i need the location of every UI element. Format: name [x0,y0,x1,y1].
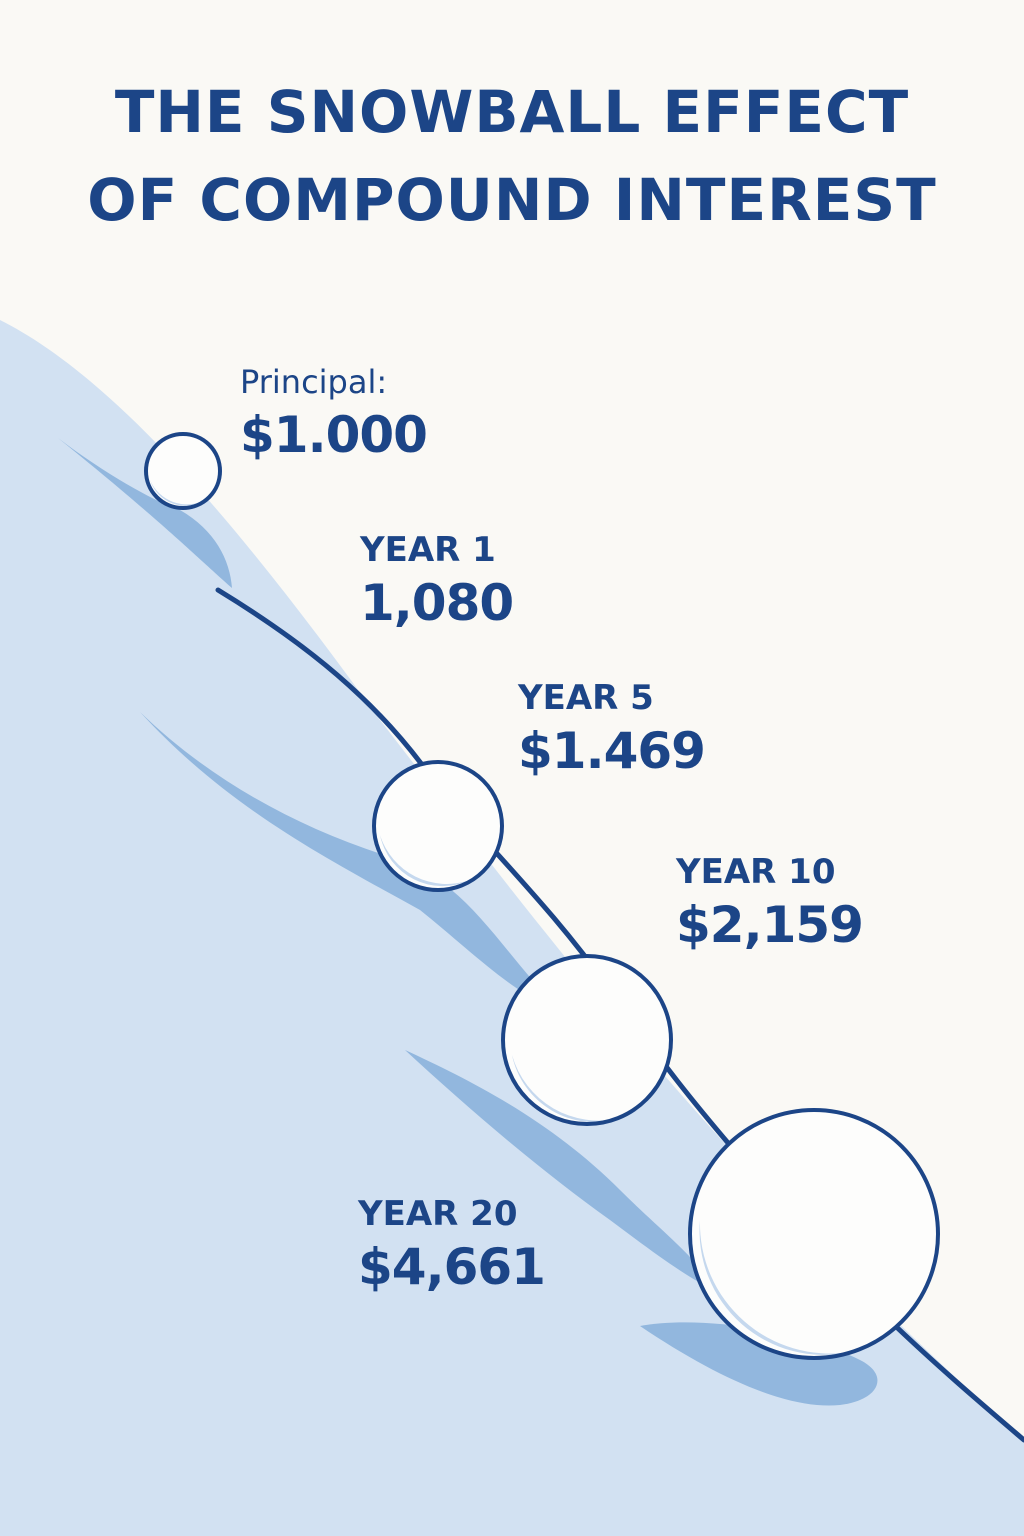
slope-shadow-streak [140,712,560,1010]
stage-value: $2,159 [676,896,864,954]
stage-caption: YEAR 1 [360,530,496,570]
stage-caption: YEAR 5 [518,678,654,718]
stage-value: $1.469 [518,722,706,780]
stage-label-year-10: YEAR 10 $2,159 [676,850,864,956]
stage-caption: YEAR 10 [676,852,836,892]
snowball-icon [501,954,673,1126]
snowball-icon [144,432,222,510]
stage-label-year-5: YEAR 5 $1.469 [518,676,706,782]
slope-shadow-streak [640,1322,878,1406]
title-line-2: OF COMPOUND INTEREST [87,166,937,234]
stage-value: 1,080 [360,574,514,632]
title-line-1: THE SNOWBALL EFFECT [114,78,910,146]
stage-value: $4,661 [358,1238,546,1296]
stage-caption: Principal: [240,363,388,401]
slope-shadow-streak [405,1050,715,1290]
page-title: THE SNOWBALL EFFECT OF COMPOUND INTEREST [0,68,1024,244]
stage-caption: YEAR 20 [358,1194,518,1234]
stage-value: $1.000 [240,406,428,464]
snowball-icon [372,760,504,892]
snowball-icon [688,1108,940,1360]
stage-label-principal: Principal: $1.000 [240,360,428,466]
stage-label-year-1: YEAR 1 1,080 [360,528,514,634]
stage-label-year-20: YEAR 20 $4,661 [358,1192,546,1298]
